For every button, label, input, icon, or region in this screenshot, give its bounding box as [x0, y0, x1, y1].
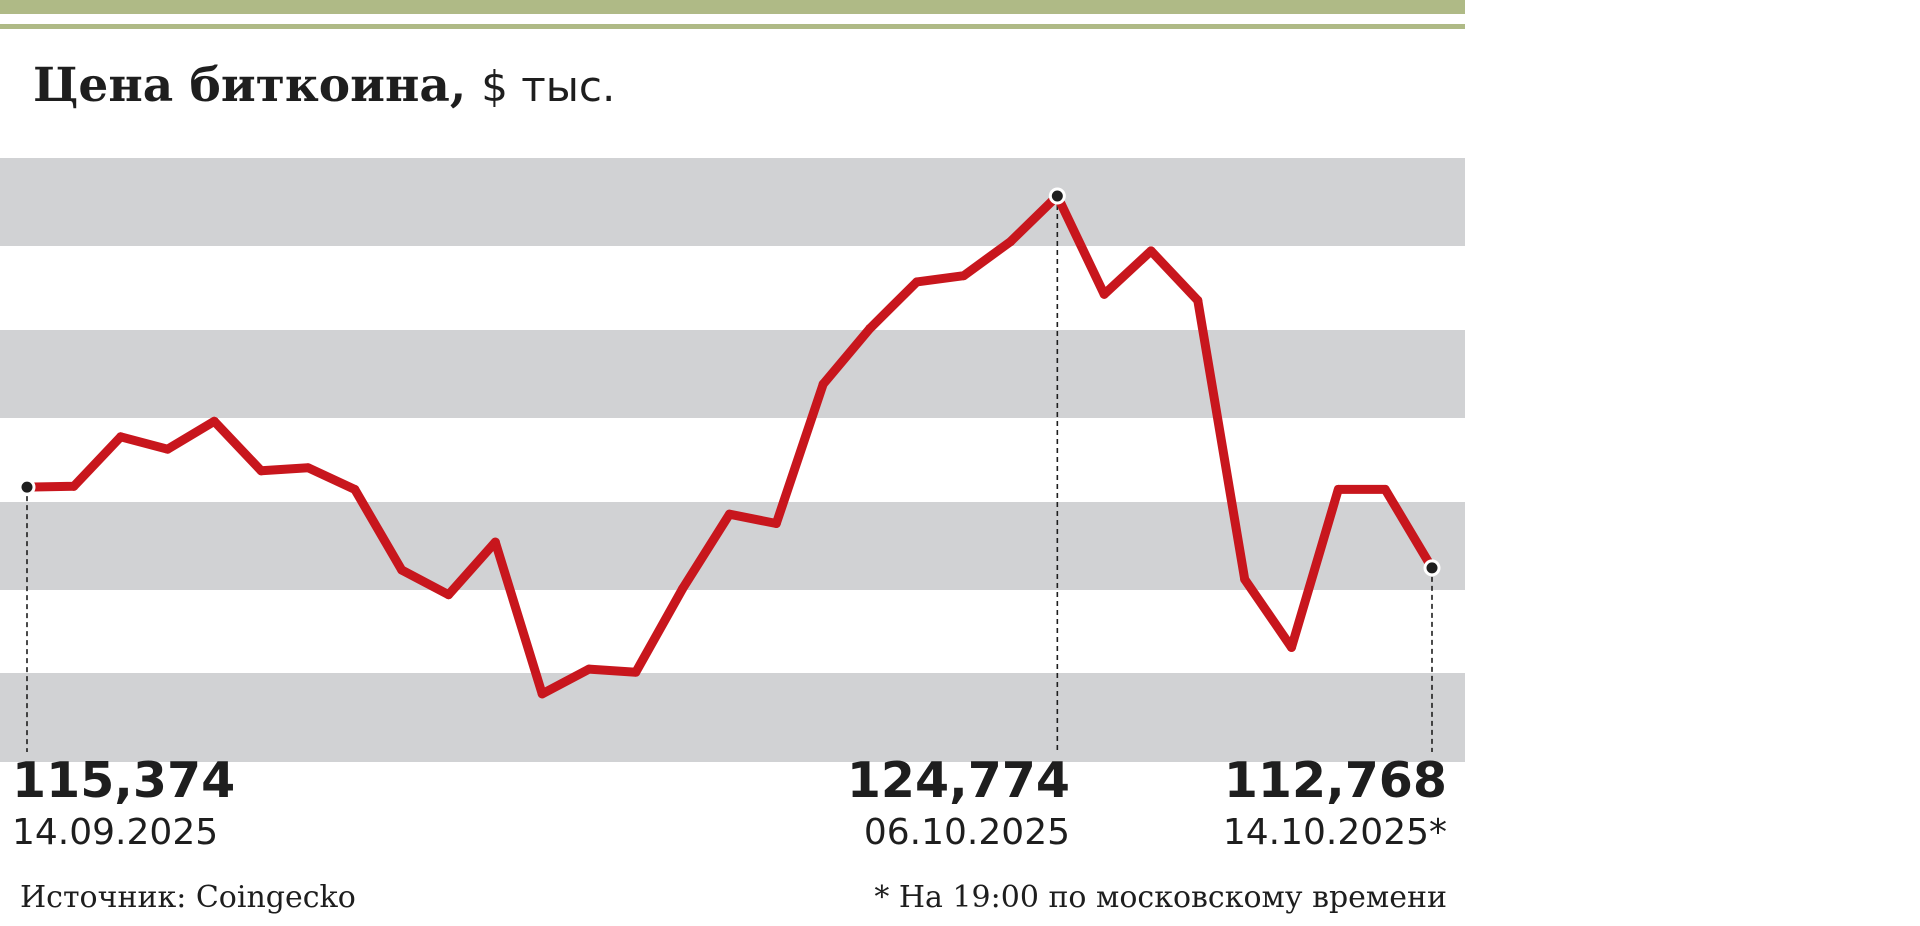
data-point-09.10.2025: [1193, 295, 1203, 305]
highlight-marker-1: [18, 478, 36, 496]
data-point-03.10.2025: [912, 277, 922, 287]
price-line: [22, 191, 1437, 699]
drop-lines: [26, 195, 1433, 752]
price-series: [22, 191, 1437, 699]
chart-title-main: Цена биткоина,: [33, 58, 467, 113]
data-point-21.09.2025: [350, 484, 360, 494]
data-point-04.10.2025: [959, 271, 969, 281]
data-point-02.10.2025: [865, 323, 875, 333]
data-point-27.09.2025: [631, 667, 641, 677]
callout-peak-date: 06.10.2025: [863, 812, 1070, 853]
chart-title-unit: $ тыс.: [481, 62, 616, 111]
data-point-12.10.2025: [1333, 484, 1343, 494]
top-rule-thick: [0, 0, 1465, 14]
data-point-24.09.2025: [490, 537, 500, 547]
callout-start-date: 14.09.2025: [12, 812, 219, 853]
callout-start-value: 115,374: [12, 752, 236, 809]
grid-bands: [0, 158, 1465, 762]
data-point-16.09.2025: [116, 432, 126, 442]
grid-band-4: [0, 673, 1465, 762]
data-point-25.09.2025: [537, 689, 547, 699]
grid-band-1: [0, 158, 1465, 246]
callout-end: 112,768 14.10.2025*: [1223, 752, 1447, 856]
bitcoin-price-chart: Цена биткоина, $ тыс. 115,374 14.09.2025…: [0, 0, 1465, 915]
callout-peak: 124,774 06.10.2025: [847, 752, 1070, 856]
top-rule-thin: [0, 24, 1465, 29]
footer-note: * На 19:00 по московскому времени: [874, 880, 1447, 915]
data-point-20.09.2025: [303, 463, 313, 473]
data-point-07.10.2025: [1099, 289, 1109, 299]
data-point-15.09.2025: [69, 481, 79, 491]
data-point-26.09.2025: [584, 664, 594, 674]
data-point-17.09.2025: [163, 444, 172, 454]
callout-peak-value: 124,774: [846, 752, 1070, 809]
data-point-19.09.2025: [256, 466, 266, 476]
data-point-28.09.2025: [678, 584, 688, 594]
footer-source: Источник: Coingecko: [20, 880, 356, 915]
data-point-29.09.2025: [725, 509, 734, 519]
point-markers: [18, 187, 1441, 577]
data-point-30.09.2025: [771, 518, 781, 528]
chart-canvas: [0, 0, 1465, 762]
callout-start: 115,374 14.09.2025: [12, 752, 235, 856]
data-point-18.09.2025: [209, 416, 219, 426]
data-point-13.10.2025: [1380, 484, 1390, 494]
data-point-10.10.2025: [1240, 574, 1250, 584]
data-point-22.09.2025: [397, 565, 407, 575]
data-point-11.10.2025: [1287, 642, 1296, 652]
top-rules: [0, 0, 1465, 29]
chart-title: Цена биткоина, $ тыс.: [33, 58, 615, 113]
highlight-marker-3: [1423, 559, 1441, 577]
callout-end-date: 14.10.2025*: [1222, 812, 1447, 853]
highlight-marker-2: [1048, 187, 1066, 205]
data-point-01.10.2025: [818, 379, 828, 389]
callout-end-value: 112,768: [1223, 752, 1447, 809]
data-point-08.10.2025: [1146, 246, 1156, 256]
grid-band-2: [0, 330, 1465, 418]
data-point-23.09.2025: [444, 590, 453, 600]
data-point-05.10.2025: [1006, 237, 1015, 247]
